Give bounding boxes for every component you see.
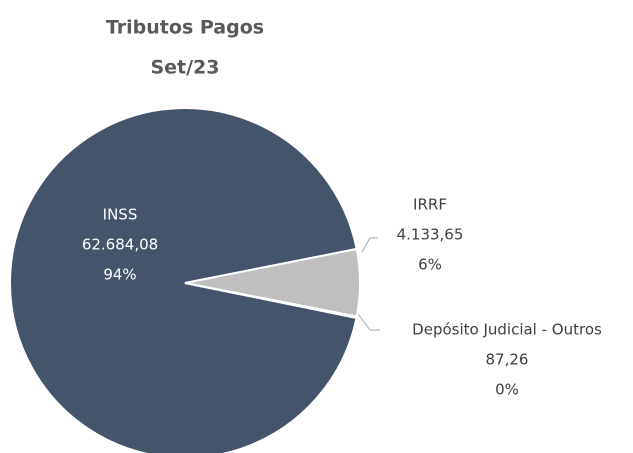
leader-line: [357, 313, 380, 331]
leader-line: [361, 237, 378, 253]
data-label: IRRF: [413, 196, 447, 214]
data-label: 87,26: [486, 351, 529, 369]
data-label: INSS: [103, 206, 138, 224]
chart-subtitle: Set/23: [150, 57, 219, 79]
chart-title: Tributos Pagos: [106, 17, 264, 39]
pie-slice: [9, 107, 358, 453]
pie-slice: [184, 282, 358, 320]
data-label: 0%: [495, 381, 519, 399]
data-label: 4.133,65: [397, 226, 464, 244]
data-label: 94%: [103, 266, 136, 284]
data-label: 6%: [418, 256, 442, 274]
data-label: 62.684,08: [82, 236, 158, 254]
data-label: Depósito Judicial - Outros: [412, 321, 602, 339]
